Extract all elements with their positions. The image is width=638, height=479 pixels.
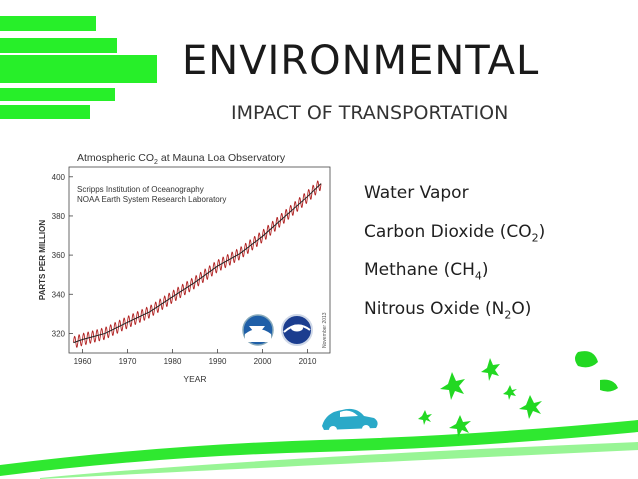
decorative-stripe (0, 38, 117, 53)
x-tick-label: 1970 (119, 357, 137, 366)
y-tick-label: 400 (52, 173, 66, 182)
y-tick-label: 360 (52, 251, 66, 260)
x-tick-label: 1960 (74, 357, 92, 366)
gas-item: Water Vapor (364, 183, 469, 203)
x-tick-label: 2010 (299, 357, 317, 366)
y-axis-label: PARTS PER MILLION (38, 220, 47, 301)
chart-title: Atmospheric CO2 at Mauna Loa Observatory (77, 152, 286, 166)
slide-subtitle: IMPACT OF TRANSPORTATION (231, 102, 509, 124)
decorative-stripe (0, 105, 90, 119)
y-tick-label: 320 (52, 329, 66, 338)
car-icon (322, 408, 378, 434)
co2-chart: Atmospheric CO2 at Mauna Loa Observatory… (38, 152, 331, 384)
y-tick-label: 380 (52, 212, 66, 221)
greenhouse-gas-list: Water Vapor Carbon Dioxide (CO2) Methane… (364, 183, 545, 337)
x-tick-label: 1980 (164, 357, 182, 366)
footer-illustration (0, 351, 638, 479)
series-line-trend (73, 183, 322, 344)
source-line: Scripps Institution of Oceanography (77, 185, 204, 194)
green-swoosh (0, 420, 638, 476)
y-tick-label: 340 (52, 290, 66, 299)
x-axis-label: YEAR (183, 374, 206, 384)
noaa-logo (242, 314, 274, 346)
source-line: NOAA Earth System Research Laboratory (77, 195, 226, 204)
gas-item: Carbon Dioxide (CO2) (364, 221, 546, 244)
x-tick-label: 1990 (209, 357, 227, 366)
leaf-icon (418, 351, 618, 437)
gas-item: Methane (CH4) (364, 260, 489, 283)
green-swoosh (40, 442, 638, 479)
gas-item: Nitrous Oxide (N2O) (364, 298, 532, 321)
decorative-stripe (0, 16, 96, 31)
slide-title: ENVIRONMENTAL (182, 38, 540, 84)
x-tick-label: 2000 (254, 357, 272, 366)
side-note: November 2013 (322, 312, 328, 348)
nasa-logo (281, 314, 313, 346)
decorative-stripe (0, 55, 157, 83)
decorative-stripe (0, 88, 115, 101)
